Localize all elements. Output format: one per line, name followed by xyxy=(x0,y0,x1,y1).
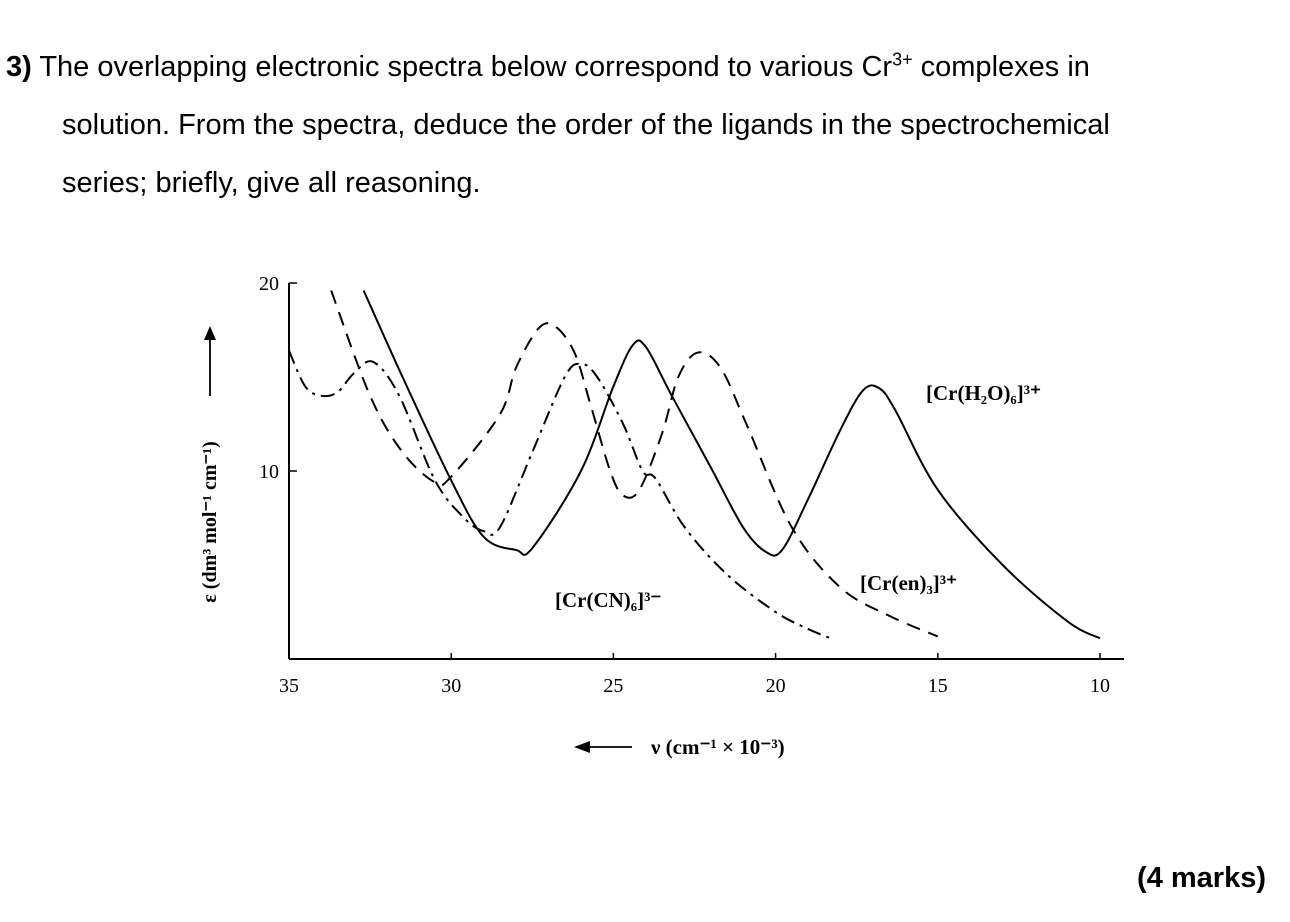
chart-series xyxy=(288,290,1101,640)
y-tick-label: 20 xyxy=(259,273,279,295)
x-tick-label: 15 xyxy=(928,675,948,697)
question-line-1: 3) The overlapping electronic spectra be… xyxy=(6,38,1278,96)
y-axis-label: ε (dm³ mol⁻¹ cm⁻¹) xyxy=(199,441,221,603)
x-tick-label: 25 xyxy=(603,675,623,697)
question-line-2: solution. From the spectra, deduce the o… xyxy=(62,109,1110,141)
chart-labels: [Cr(H₂O)₆]³⁺ [Cr(en)₃]³⁺ [Cr(CN)₆]³⁻ xyxy=(555,381,1041,612)
h2o-curve-label: [Cr(H₂O)₆]³⁺ xyxy=(926,381,1041,405)
question-line-3: series; briefly, give all reasoning. xyxy=(62,167,481,199)
cn-curve-label: [Cr(CN)₆]³⁻ xyxy=(555,588,661,612)
question-line1-end: complexes in xyxy=(912,51,1090,83)
x-axis-arrow-head xyxy=(574,741,590,753)
y-axis-arrow-head xyxy=(204,326,216,340)
x-axis-label: ν (cm⁻¹ × 10⁻³) xyxy=(650,735,785,759)
series-line-3 xyxy=(288,350,832,640)
series-line-1 xyxy=(362,290,1101,640)
x-tick-label: 10 xyxy=(1090,675,1110,697)
y-tick-label: 10 xyxy=(259,461,279,483)
x-tick-label: 35 xyxy=(279,675,299,697)
marks-label: (4 marks) xyxy=(1137,862,1266,894)
question-line1-superscript: 3+ xyxy=(892,49,913,70)
series-line-2 xyxy=(330,290,939,638)
question-line1-text: The overlapping electronic spectra below… xyxy=(39,51,893,83)
question-text: 3) The overlapping electronic spectra be… xyxy=(6,38,1278,212)
x-tick-label: 20 xyxy=(766,675,786,697)
x-tick-label: 30 xyxy=(441,675,461,697)
question-number: 3) xyxy=(6,51,32,83)
chart-axes: 35 30 25 20 15 10 20 10 ε (dm³ mol⁻¹ cm⁻¹) ν (cm⁻… xyxy=(199,273,1124,759)
en-curve-label: [Cr(en)₃]³⁺ xyxy=(860,571,957,595)
